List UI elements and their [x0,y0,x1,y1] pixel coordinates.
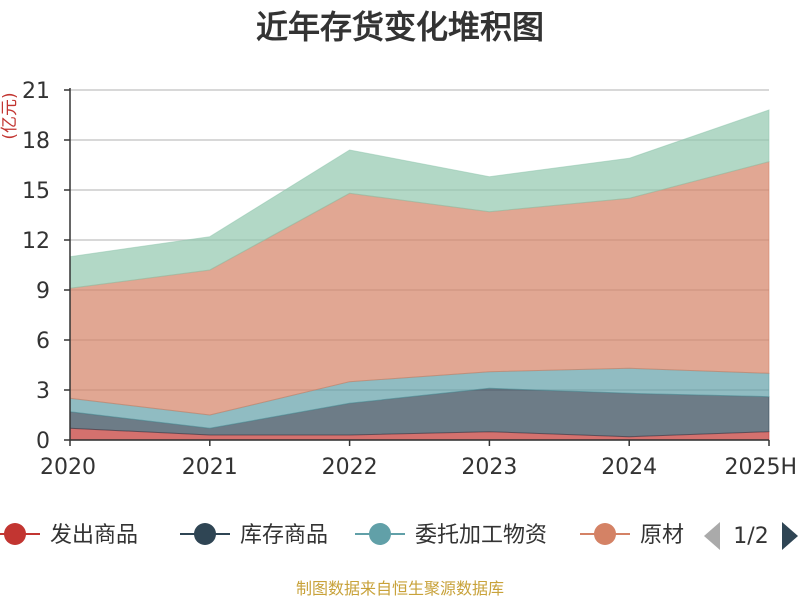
chart-title: 近年存货变化堆积图 [256,8,544,46]
legend-marker [194,523,216,545]
legend-item[interactable]: 库存商品 [180,523,328,548]
legend-marker [369,523,391,545]
x-tick-label: 2024 [601,455,657,480]
legend-pager: 1/2 [704,522,798,550]
y-tick-label: 15 [22,179,50,204]
x-tick-label: 2025H [724,455,797,480]
legend: 发出商品 库存商品 委托加工物资 原材 [0,523,684,548]
data-source: 制图数据来自恒生聚源数据库 [296,579,504,598]
legend-marker [4,523,26,545]
x-tick-label: 2023 [461,455,517,480]
legend-item[interactable]: 发出商品 [0,523,138,548]
legend-label: 原材 [640,523,684,548]
y-tick-label: 12 [22,229,50,254]
y-tick-label: 3 [36,379,50,404]
x-tick-label: 2020 [40,455,96,480]
x-tick-label: 2022 [322,455,378,480]
y-tick-label: 21 [22,79,50,104]
legend-label: 委托加工物资 [415,523,547,548]
area-series-4 [69,109,770,289]
area-series [69,109,770,441]
legend-item[interactable]: 委托加工物资 [355,523,547,548]
x-tick-label: 2021 [182,455,238,480]
legend-marker [594,523,616,545]
arrow-left-icon[interactable] [704,522,720,550]
y-tick-label: 18 [22,129,50,154]
x-tick-labels: 2020 2021 2022 2023 2024 2025H [40,455,797,480]
y-tick-label: 6 [36,329,50,354]
legend-item[interactable]: 原材 [580,523,684,548]
axes [64,88,770,446]
arrow-right-icon[interactable] [782,522,798,550]
y-tick-label: 9 [36,279,50,304]
y-tick-label: 0 [36,429,50,454]
y-axis-unit: (亿元) [0,92,20,139]
y-tick-labels: 0 3 6 9 12 15 18 21 [22,79,50,454]
legend-page-indicator: 1/2 [733,524,768,549]
legend-label: 库存商品 [240,523,328,548]
legend-label: 发出商品 [50,523,138,548]
